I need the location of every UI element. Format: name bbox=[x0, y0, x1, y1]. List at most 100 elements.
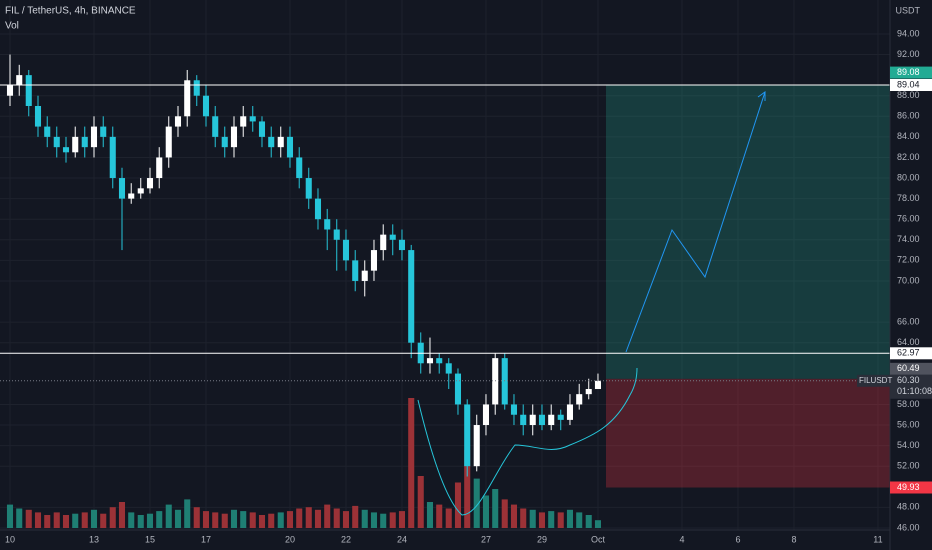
candle-body bbox=[492, 358, 499, 405]
candle-body bbox=[240, 116, 247, 127]
symbol-tag-bg bbox=[857, 374, 890, 387]
y-tick-label: 92.00 bbox=[897, 49, 920, 59]
volume-bar bbox=[174, 509, 182, 528]
volume-bar bbox=[6, 504, 14, 528]
candle-body bbox=[156, 157, 163, 179]
candle-body bbox=[361, 270, 368, 281]
x-tick-label: 10 bbox=[5, 534, 15, 544]
candle-body bbox=[520, 414, 527, 426]
volume-bar bbox=[473, 478, 480, 528]
candle-body bbox=[314, 198, 322, 220]
candle-body bbox=[408, 250, 415, 343]
candle-body bbox=[296, 157, 303, 179]
volume-bar bbox=[286, 511, 294, 528]
x-tick-label: 29 bbox=[537, 534, 547, 544]
candle-body bbox=[72, 136, 79, 153]
y-tick-label: 88.00 bbox=[897, 90, 920, 100]
last-price-bg bbox=[890, 374, 932, 399]
volume-bar bbox=[44, 515, 51, 528]
candle-body bbox=[62, 147, 70, 153]
volume-bar bbox=[566, 509, 574, 528]
candle-body bbox=[342, 239, 350, 261]
candle-body bbox=[305, 178, 312, 199]
x-tick-label: 13 bbox=[89, 534, 99, 544]
volume-bar bbox=[464, 450, 471, 528]
grid bbox=[0, 0, 890, 530]
candle-body bbox=[109, 136, 116, 179]
candle-body bbox=[137, 188, 144, 194]
candle-body bbox=[16, 75, 23, 86]
candle-body bbox=[538, 414, 546, 426]
candle-body bbox=[202, 95, 210, 117]
candle-body bbox=[6, 85, 14, 96]
candle-body bbox=[576, 394, 583, 405]
x-tick-label: 4 bbox=[679, 534, 684, 544]
y-tick-label: 78.00 bbox=[897, 193, 920, 203]
drawing-arrow[interactable] bbox=[625, 91, 766, 353]
volume-bar bbox=[548, 511, 555, 528]
y-tick-label: 80.00 bbox=[897, 172, 920, 182]
volume-bar bbox=[193, 507, 200, 528]
x-tick-label: 27 bbox=[481, 534, 491, 544]
y-tick-label: 54.00 bbox=[897, 440, 920, 450]
candle-body bbox=[118, 178, 126, 199]
volume-bar bbox=[230, 509, 238, 528]
candle-body bbox=[34, 106, 42, 127]
candle-body bbox=[426, 358, 434, 364]
volume-bar bbox=[258, 515, 266, 528]
target-zone bbox=[605, 84, 890, 379]
x-tick-label: 22 bbox=[341, 534, 351, 544]
volume-bar bbox=[426, 502, 434, 528]
position-tool[interactable] bbox=[605, 84, 890, 488]
candle-body bbox=[501, 358, 508, 405]
candle-body bbox=[548, 414, 555, 426]
candle-body bbox=[445, 363, 452, 374]
price-tag-bg bbox=[890, 481, 932, 494]
candle-body bbox=[594, 380, 602, 390]
arrow-head bbox=[757, 91, 766, 101]
volume-bar bbox=[25, 509, 32, 528]
candle-body bbox=[324, 219, 331, 230]
candle-body bbox=[380, 234, 387, 251]
volume-bar bbox=[370, 512, 378, 528]
volume-bar bbox=[352, 505, 359, 528]
volume-bar bbox=[501, 499, 508, 528]
y-tick-label: 84.00 bbox=[897, 131, 920, 141]
volume-bar bbox=[109, 507, 116, 528]
currency-label: USDT bbox=[896, 5, 921, 15]
y-tick-label: 64.00 bbox=[897, 337, 920, 347]
candle-body bbox=[585, 389, 592, 395]
volume-bar bbox=[408, 398, 415, 528]
chart-title: FIL / TetherUS, 4h, BINANCE bbox=[5, 6, 136, 17]
x-tick-label: 11 bbox=[873, 534, 882, 544]
candle-body bbox=[100, 126, 107, 137]
x-tick-label: 6 bbox=[735, 534, 740, 544]
candle-body bbox=[398, 239, 406, 251]
y-tick-label: 82.00 bbox=[897, 152, 920, 162]
y-tick-label: 58.00 bbox=[897, 399, 920, 409]
volume-bar bbox=[146, 513, 154, 528]
candle-body bbox=[268, 136, 275, 148]
drawing-curve[interactable] bbox=[417, 367, 638, 516]
axes: 46.00 48.00 52.00 54.00 56.00 58.00 64.00 66.00… bbox=[5, 28, 932, 544]
candle-body bbox=[230, 126, 238, 148]
volume-bar bbox=[576, 512, 583, 528]
volume-bar bbox=[118, 502, 126, 528]
volume-bar bbox=[510, 504, 518, 528]
x-tick-label: 8 bbox=[791, 534, 796, 544]
countdown: 01:10:08 bbox=[897, 386, 932, 396]
price-lines bbox=[0, 84, 890, 382]
volume-bar bbox=[389, 512, 396, 528]
volume-bar bbox=[492, 489, 499, 528]
candle-body bbox=[566, 404, 574, 420]
price-tag: 49.93 bbox=[897, 482, 920, 492]
candle-body bbox=[436, 358, 443, 364]
y-tick-label: 56.00 bbox=[897, 419, 920, 429]
x-tick-label: 20 bbox=[285, 534, 295, 544]
candles bbox=[6, 54, 602, 477]
y-tick-label: 46.00 bbox=[897, 522, 920, 532]
volume-bar bbox=[240, 511, 247, 528]
x-tick-label: 17 bbox=[201, 534, 211, 544]
volume-bar bbox=[585, 515, 592, 528]
